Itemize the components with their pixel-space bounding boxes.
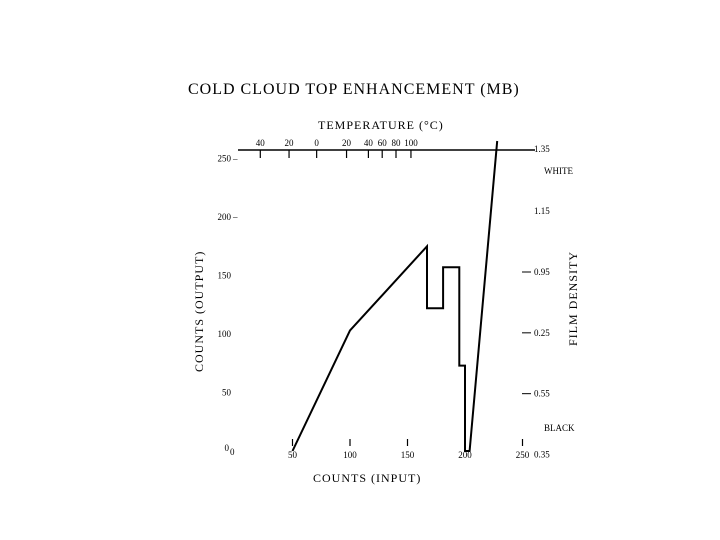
top-axis-label: TEMPERATURE (°C) [318,118,444,132]
y-tick-label: 50 [222,388,232,398]
x-ticks: 50 100 150 200 250 [288,439,530,460]
density-tick-label: 0.35 [534,450,550,460]
temp-tick-label: 20 [342,138,352,148]
y-tick-label: 200 [218,212,232,222]
y-tick-dash: – [232,154,238,164]
x-tick-label: 250 [516,450,530,460]
density-tick-label: 0.25 [534,328,550,338]
density-ticks: 1.35 1.15 0.95 0.25 0.55 0.35 [522,144,550,460]
density-tick-label: 1.15 [534,206,550,216]
black-label: BLACK [544,423,575,433]
x-tick-label: 50 [288,450,298,460]
y-zero-subscript: 0 [230,447,235,457]
y-tick-label: 150 [218,271,232,281]
y-tick-dash: – [232,212,238,222]
temp-tick-label: 20 [285,138,295,148]
density-tick-label: 0.95 [534,267,550,277]
y-tick-label: 250 [218,154,232,164]
x-tick-label: 100 [343,450,357,460]
temp-tick-label: 0 [314,138,319,148]
x-axis-label: COUNTS (INPUT) [313,471,421,485]
chart-title: COLD CLOUD TOP ENHANCEMENT (MB) [188,81,520,98]
temperature-ticks: 40 20 0 20 40 60 80 100 [256,138,418,158]
temp-tick-label: 80 [392,138,402,148]
x-tick-label: 150 [401,450,415,460]
temp-tick-label: 100 [404,138,418,148]
right-axis-label: FILM DENSITY [566,251,580,346]
temp-tick-label: 40 [256,138,266,148]
density-tick-label: 0.55 [534,389,550,399]
series-line-0 [291,140,499,452]
white-label: WHITE [544,166,573,176]
x-tick-label: 200 [458,450,472,460]
y-tick-label: 100 [218,329,232,339]
y-tick-label: 0 [225,443,230,453]
density-tick-label: 1.35 [534,144,550,154]
temp-tick-label: 60 [378,138,388,148]
y-axis-label: COUNTS (OUTPUT) [192,251,206,372]
temp-tick-label: 40 [364,138,374,148]
series-layer [291,140,499,452]
